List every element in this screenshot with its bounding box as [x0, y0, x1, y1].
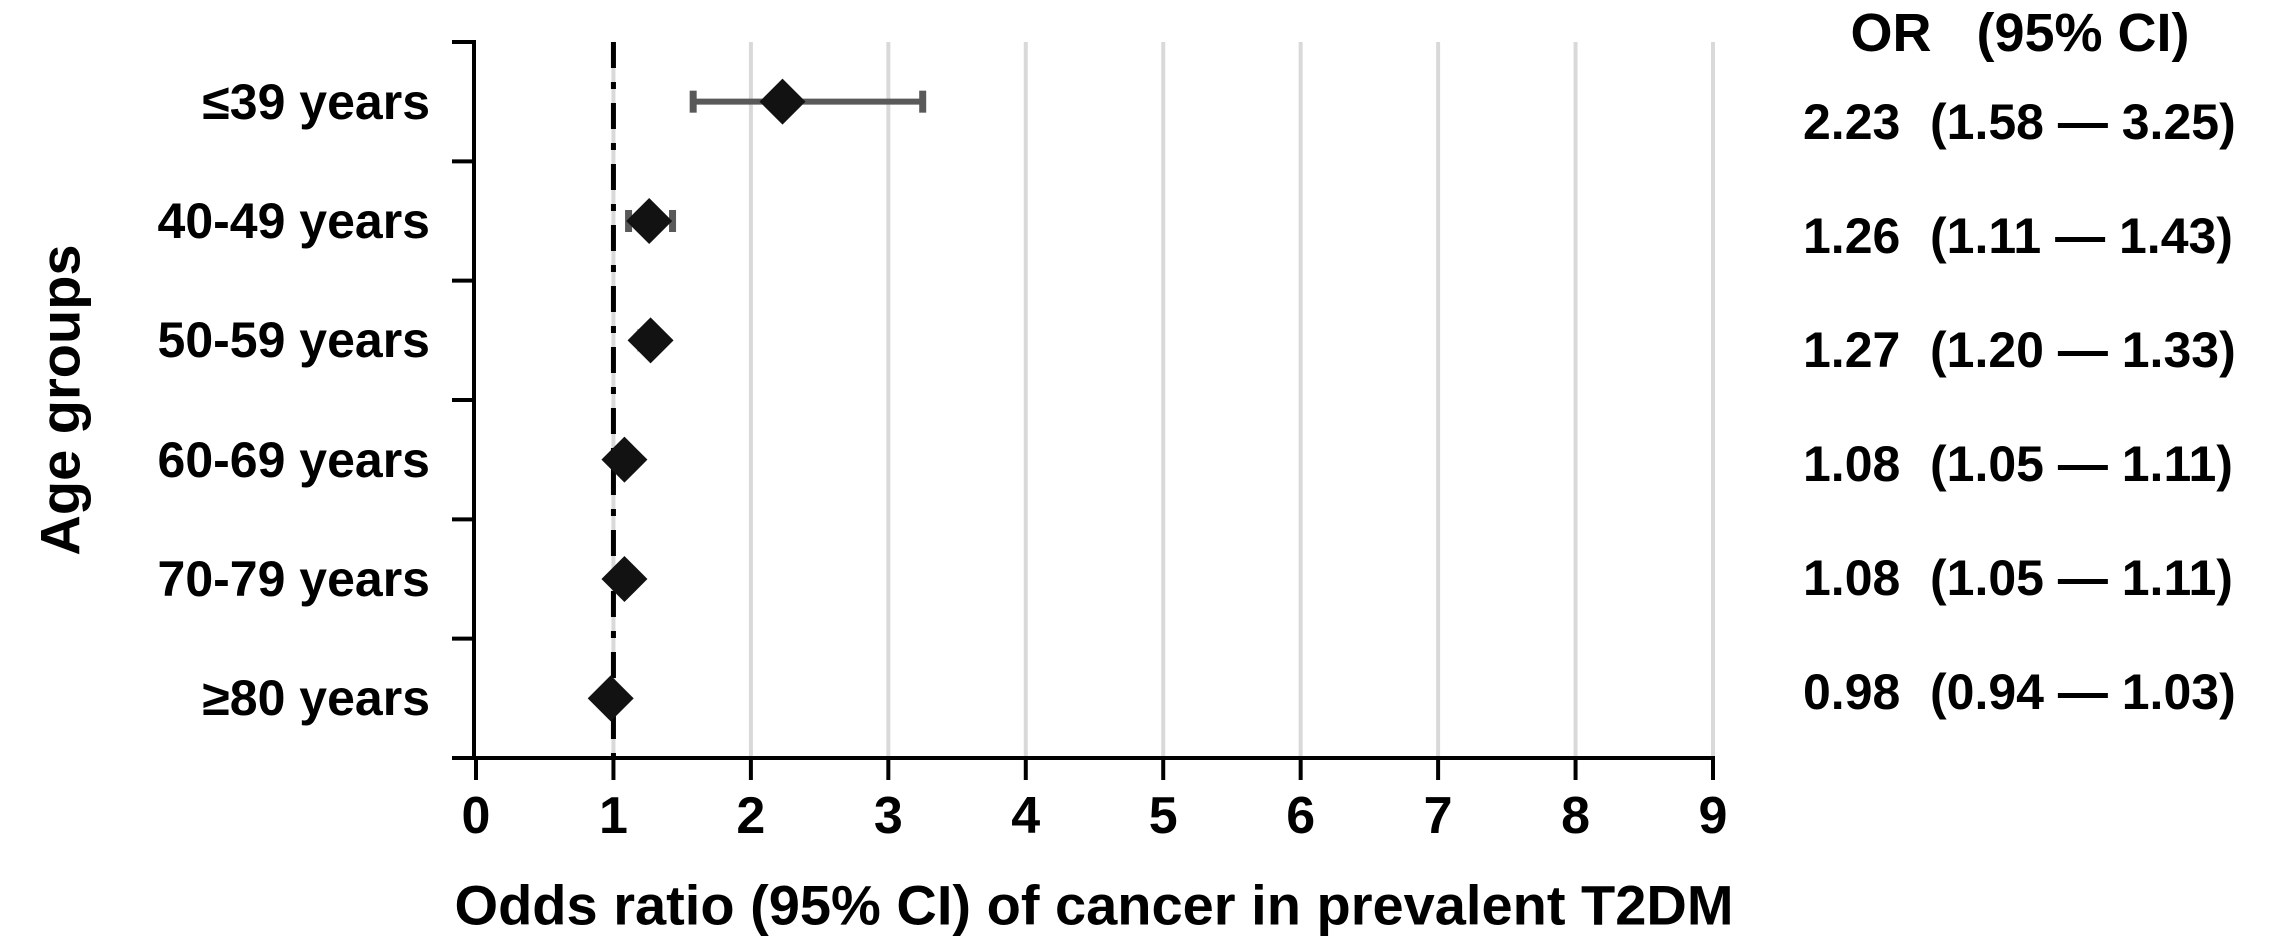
- or-ci-row: 1.08 (1.05 — 1.11): [1803, 434, 2233, 494]
- x-tick-label: 5: [1148, 787, 1178, 845]
- row-label: ≥80 years: [202, 670, 430, 727]
- x-tick-label: 2: [736, 787, 766, 845]
- ci-range: (1.05 — 1.11): [1930, 436, 2233, 492]
- diamond-marker: [627, 317, 674, 364]
- row-label: 60-69 years: [157, 431, 430, 488]
- x-tick-label: 8: [1561, 787, 1591, 845]
- or-value: 1.27: [1803, 322, 1901, 378]
- or-ci-row: 2.23 (1.58 — 3.25): [1803, 92, 2236, 152]
- x-tick-label: 9: [1698, 787, 1728, 845]
- row-label: ≤39 years: [202, 73, 430, 130]
- or-ci-row: 0.98 (0.94 — 1.03): [1803, 662, 2236, 722]
- x-tick-label: 1: [598, 787, 628, 845]
- or-value: 1.08: [1803, 550, 1901, 606]
- or-column-header: OR (95% CI): [1850, 3, 2190, 63]
- x-axis-title: Odds ratio (95% CI) of cancer in prevale…: [454, 873, 1734, 937]
- or-value: 0.98: [1803, 664, 1901, 720]
- ci-range: (0.94 — 1.03): [1930, 664, 2236, 720]
- diamond-marker: [601, 556, 648, 602]
- x-tick-label: 7: [1423, 787, 1453, 845]
- ci-range: (1.20 — 1.33): [1930, 322, 2236, 378]
- row-label: 70-79 years: [157, 551, 430, 607]
- or-ci-row: 1.08 (1.05 — 1.11): [1803, 548, 2233, 608]
- row-label: 50-59 years: [157, 312, 430, 369]
- or-ci-row: 1.27 (1.20 — 1.33): [1803, 320, 2236, 380]
- diamond-marker: [587, 675, 634, 722]
- ci-range: (1.58 — 3.25): [1930, 94, 2236, 150]
- ci-range: (1.11 — 1.43): [1930, 208, 2233, 264]
- x-tick-label: 6: [1286, 787, 1316, 845]
- row-label: 40-49 years: [157, 193, 430, 249]
- diamond-marker: [759, 78, 806, 125]
- diamond-marker: [601, 436, 648, 483]
- or-value: 1.08: [1803, 436, 1901, 492]
- or-value: 1.26: [1803, 208, 1901, 264]
- row-labels: ≤39 years 40-49 years 50-59 years 60-69 yea…: [60, 42, 430, 758]
- or-ci-row: 1.26 (1.11 — 1.43): [1803, 206, 2233, 266]
- ci-range: (1.05 — 1.11): [1930, 550, 2233, 606]
- or-value: 2.23: [1803, 94, 1901, 150]
- diamond-marker: [626, 198, 673, 244]
- x-tick-label: 0: [461, 787, 491, 845]
- x-tick-label: 4: [1011, 787, 1041, 845]
- x-tick-label: 3: [873, 787, 903, 845]
